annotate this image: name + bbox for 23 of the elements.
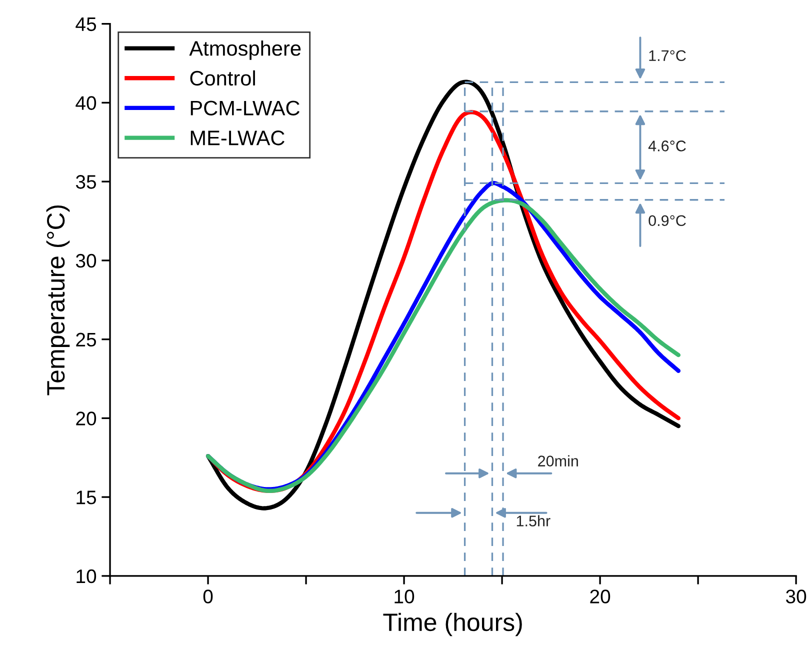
y-tick-label: 40 [76, 96, 96, 110]
y-tick-label: 30 [76, 254, 96, 268]
y-tick-label: 10 [76, 569, 96, 584]
annotation: 1.5hr [516, 515, 550, 526]
annotation: 1.7°C [649, 50, 686, 62]
legend-label: Control [190, 70, 255, 86]
y-tick-label: 45 [76, 18, 96, 32]
annotation: 0.9°C [648, 215, 686, 226]
x-tick-label: 0 [203, 590, 213, 604]
annotation: 20min [538, 455, 578, 466]
legend-label: ME-LWAC [190, 130, 284, 146]
y-tick-label: 35 [76, 175, 96, 189]
legend-label: PCM-LWAC [190, 100, 300, 116]
y-tick-label: 25 [76, 332, 96, 347]
annotation: 4.6°C [648, 140, 686, 152]
legend-label: Atmosphere [189, 40, 301, 60]
y-tick-label: 15 [76, 490, 96, 504]
y-tick-label: 20 [76, 412, 96, 426]
x-tick-label: 30 [786, 590, 806, 604]
y-axis-title: Temperature (°C) [46, 205, 70, 396]
x-tick-label: 10 [394, 590, 414, 604]
x-tick-label: 20 [590, 590, 610, 604]
x-axis-title: Time (hours) [383, 612, 522, 636]
